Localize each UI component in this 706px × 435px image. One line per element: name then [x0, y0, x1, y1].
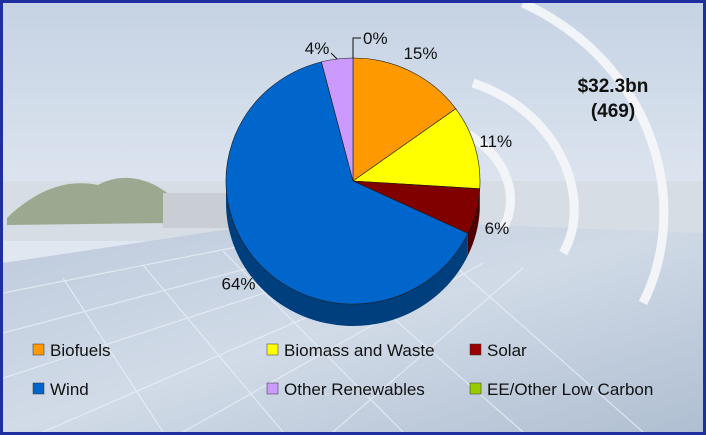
legend-swatch [266, 343, 279, 356]
legend-swatch [32, 382, 45, 395]
data-label-other-renewables: 4% [305, 39, 330, 58]
legend-item-biofuels: Biofuels [32, 341, 110, 360]
leader-line-other-renewables [330, 52, 338, 60]
pie-side-solar [467, 188, 480, 256]
legend-label: EE/Other Low Carbon [487, 380, 653, 399]
data-labels: 0% 15% 11% 6% 64% 4% [221, 29, 512, 294]
data-label-ee-other-low-carbon: 0% [363, 29, 388, 48]
legend-item-wind: Wind [32, 380, 89, 399]
data-label-solar: 6% [485, 219, 510, 238]
data-label-wind: 64% [221, 275, 255, 294]
legend-item-solar: Solar [469, 341, 527, 360]
pie-chart: 0%15%11%6%64%4% $32.3bn (469) Biofuels Bi… [3, 3, 703, 432]
legend-label: Other Renewables [284, 380, 425, 399]
legend-swatch [32, 343, 45, 356]
total-amount-label: $32.3bn [578, 76, 649, 97]
legend-label: Biofuels [50, 341, 110, 360]
legend-swatch [469, 343, 482, 356]
pie-layer [225, 57, 481, 326]
legend-label: Solar [487, 341, 527, 360]
legend-label: Wind [50, 380, 89, 399]
leader-line-ee-other-low-carbon [352, 37, 361, 58]
data-label-biomass-and-waste: 11% [479, 132, 512, 151]
data-label-biofuels: 15% [403, 44, 437, 63]
legend: Biofuels Biomass and Waste Solar Wind Other … [32, 341, 653, 399]
legend-item-other-renewables: Other Renewables [266, 380, 425, 399]
pie-slice-wind [225, 61, 469, 305]
legend-swatch [266, 382, 279, 395]
legend-item-ee-other-low-carbon: EE/Other Low Carbon [469, 380, 653, 399]
pie-slice-biomass-and-waste [352, 108, 481, 190]
total-count-label: (469) [591, 101, 635, 122]
legend-label: Biomass and Waste [284, 341, 435, 360]
pie-slice-biofuels [352, 57, 457, 182]
pie-side-wind [226, 181, 468, 326]
legend-item-biomass-and-waste: Biomass and Waste [266, 341, 435, 360]
legend-swatch [469, 382, 482, 395]
